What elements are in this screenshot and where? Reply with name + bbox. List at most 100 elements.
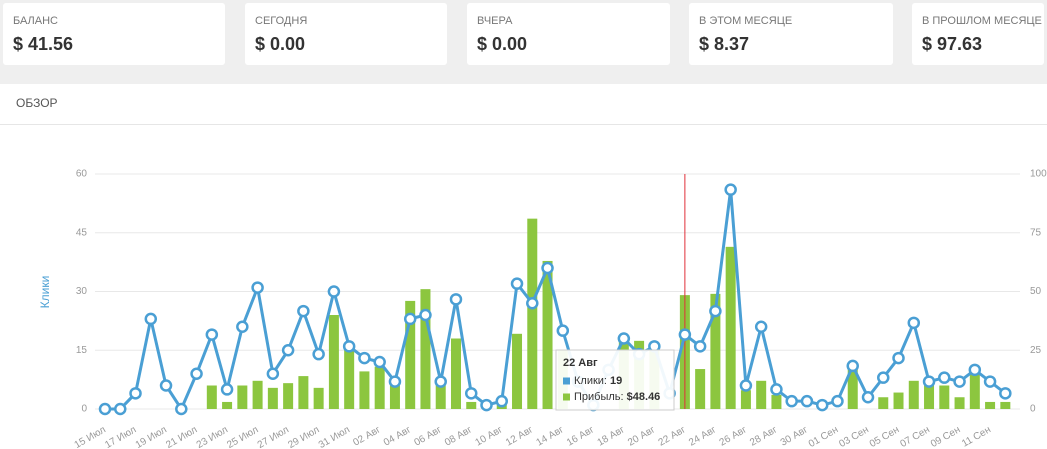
x-tick-label: 30 Авг [779,424,810,448]
point [739,379,753,392]
point [861,391,875,404]
bar [420,289,431,409]
bar [893,392,904,409]
bar [252,380,263,409]
point [449,293,463,306]
point [983,375,997,388]
bar [344,345,355,409]
x-tick-label: 08 Авг [443,424,474,448]
tooltip-swatch [563,377,570,385]
x-tick-label: 28 Авг [748,424,779,448]
y-tick-label: 60 [76,169,88,180]
x-tick-label: 18 Авг [596,424,627,448]
x-tick-label: 06 Авг [412,424,443,448]
x-tick-label: 09 Сен [929,424,962,449]
bar [313,387,324,409]
point [754,320,768,333]
x-tick-label: 22 Авг [657,424,688,448]
bar [954,397,965,409]
point [922,375,936,388]
bar [710,293,721,409]
point [968,363,982,377]
card-label: СЕГОДНЯ [255,15,308,27]
x-tick-label: 26 Авг [718,424,749,448]
x-tick-label: 05 Сен [868,424,901,449]
y-tick-label: 30 [76,286,88,297]
point [297,304,310,318]
bar [969,373,980,409]
y-tick-label: 15 [76,345,88,356]
point [388,375,402,388]
x-tick-label: 17 Июл [103,424,138,449]
bar [725,246,736,409]
card-label: В ЭТОМ МЕСЯЦЕ [699,15,793,27]
bar [267,387,278,409]
bar [939,385,950,409]
stat-card: БАЛАНС $ 41.56 [3,3,225,65]
bar [985,401,996,409]
bar [435,378,446,409]
point [205,328,219,341]
y2-tick-label: 0 [1030,404,1036,415]
bar [527,218,538,409]
x-tick-label: 25 Июл [225,424,260,449]
divider [0,124,1047,125]
x-tick-label: 01 Сен [807,424,840,449]
bar [1000,401,1011,409]
tooltip-title: 22 Авг [563,357,598,369]
x-tick-label: 11 Сен [960,424,993,449]
tooltip-label: Прибыль: [574,391,624,403]
y-tick-label: 45 [76,227,88,238]
point [480,398,493,412]
point [510,277,524,290]
x-tick-label: 15 Июл [73,424,108,449]
point [846,359,859,373]
stat-card: ВЧЕРА $ 0.00 [467,3,670,65]
tooltip-value: 19 [610,375,622,387]
y-tick-label: 0 [81,404,87,415]
point [693,340,707,353]
point [785,394,798,408]
tooltip-label: Клики: [574,375,607,387]
tooltip-row: Прибыль: $48.46 [574,391,660,403]
point [495,394,509,408]
point [175,402,188,416]
x-tick-label: 21 Июл [164,424,199,449]
x-tick-label: 31 Июл [317,424,352,449]
point [220,383,234,396]
point [770,383,783,396]
point [815,398,829,412]
bar [542,260,553,409]
point [251,281,264,294]
bar [771,394,782,409]
point [342,340,356,353]
bar [405,300,416,409]
x-tick-label: 04 Авг [382,424,413,448]
tooltip-value: $48.46 [627,391,661,403]
point [541,261,554,275]
bar [206,385,217,409]
bar [359,371,370,409]
x-tick-label: 23 Июл [195,424,230,449]
bar [756,380,767,409]
x-tick-label: 24 Авг [687,424,718,448]
point [98,402,112,416]
panel-title: ОБЗОР [16,96,58,110]
point [327,285,341,298]
y2-tick-label: 75 [1030,227,1042,238]
x-tick-label: 27 Июл [256,424,291,449]
card-label: В ПРОШЛОМ МЕСЯЦЕ [922,15,1042,27]
y2-tick-label: 100 [1030,169,1047,180]
point [556,324,570,337]
bar [740,390,751,409]
card-value: $ 8.37 [699,34,750,54]
point [358,351,371,365]
bar [283,383,294,409]
point [724,183,737,196]
point [129,387,142,400]
card-label: БАЛАНС [13,15,58,27]
point [114,402,127,416]
tooltip-row: Клики: 19 [574,375,622,387]
point [236,320,249,333]
